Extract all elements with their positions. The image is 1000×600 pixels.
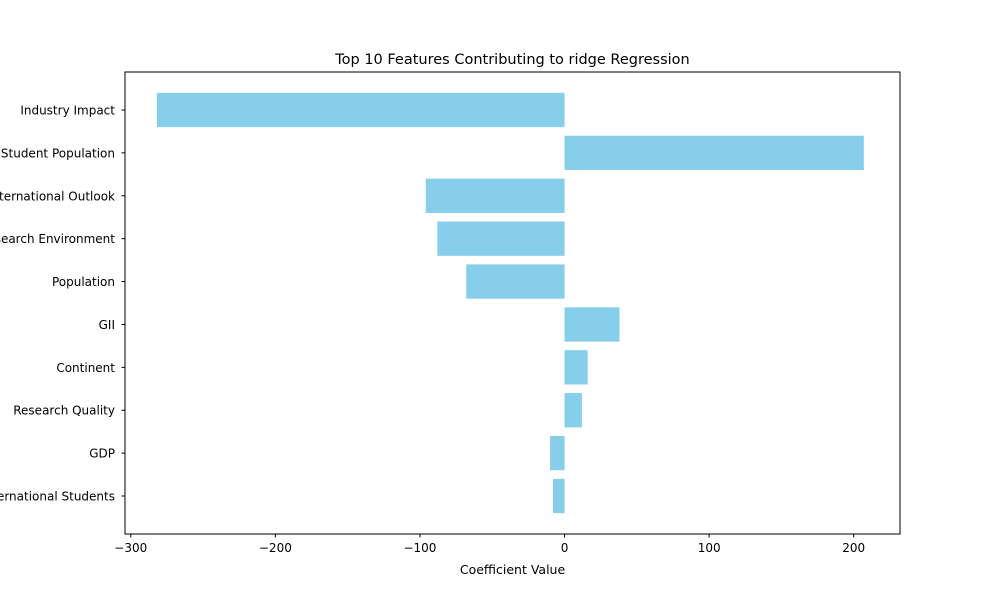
bar-population bbox=[466, 264, 565, 299]
y-tick-label: Population bbox=[52, 275, 115, 289]
bar-research-quality bbox=[564, 393, 582, 428]
y-tick-label: Research Environment bbox=[0, 232, 115, 246]
y-tick-label: Student Population bbox=[1, 146, 115, 160]
y-axis-ticks: Industry Impact Student Population Interna… bbox=[0, 104, 125, 504]
x-tick-label: −300 bbox=[114, 541, 147, 555]
bars-layer bbox=[156, 92, 864, 514]
y-tick-label: International Outlook bbox=[0, 189, 115, 203]
bar-student-population bbox=[564, 135, 864, 171]
x-axis-ticks: −300 −200 −100 0 100 200 bbox=[114, 534, 865, 555]
y-tick-label: Industry Impact bbox=[20, 104, 115, 118]
chart-title: Top 10 Features Contributing to ridge Re… bbox=[334, 52, 689, 68]
x-axis-label: Coefficient Value bbox=[460, 562, 566, 577]
bar-international-students bbox=[552, 478, 565, 514]
x-tick-label: 100 bbox=[698, 541, 721, 555]
plot-area-frame bbox=[124, 71, 901, 535]
y-tick-label: Research Quality bbox=[13, 404, 115, 418]
bar-research-environment bbox=[437, 221, 565, 256]
y-tick-label: GDP bbox=[89, 447, 115, 461]
bar-gii bbox=[564, 307, 620, 342]
x-tick-label: −100 bbox=[403, 541, 436, 555]
x-tick-label: 200 bbox=[842, 541, 865, 555]
x-tick-label: −200 bbox=[259, 541, 292, 555]
y-tick-label: Continent bbox=[56, 361, 115, 375]
bar-continent bbox=[564, 350, 588, 385]
bar-gdp bbox=[550, 435, 565, 471]
y-tick-label: GII bbox=[99, 318, 115, 332]
y-tick-label: International Students bbox=[0, 490, 115, 504]
bar-industry-impact bbox=[156, 92, 565, 128]
bar-international-outlook bbox=[425, 178, 565, 213]
x-tick-label: 0 bbox=[561, 541, 569, 555]
